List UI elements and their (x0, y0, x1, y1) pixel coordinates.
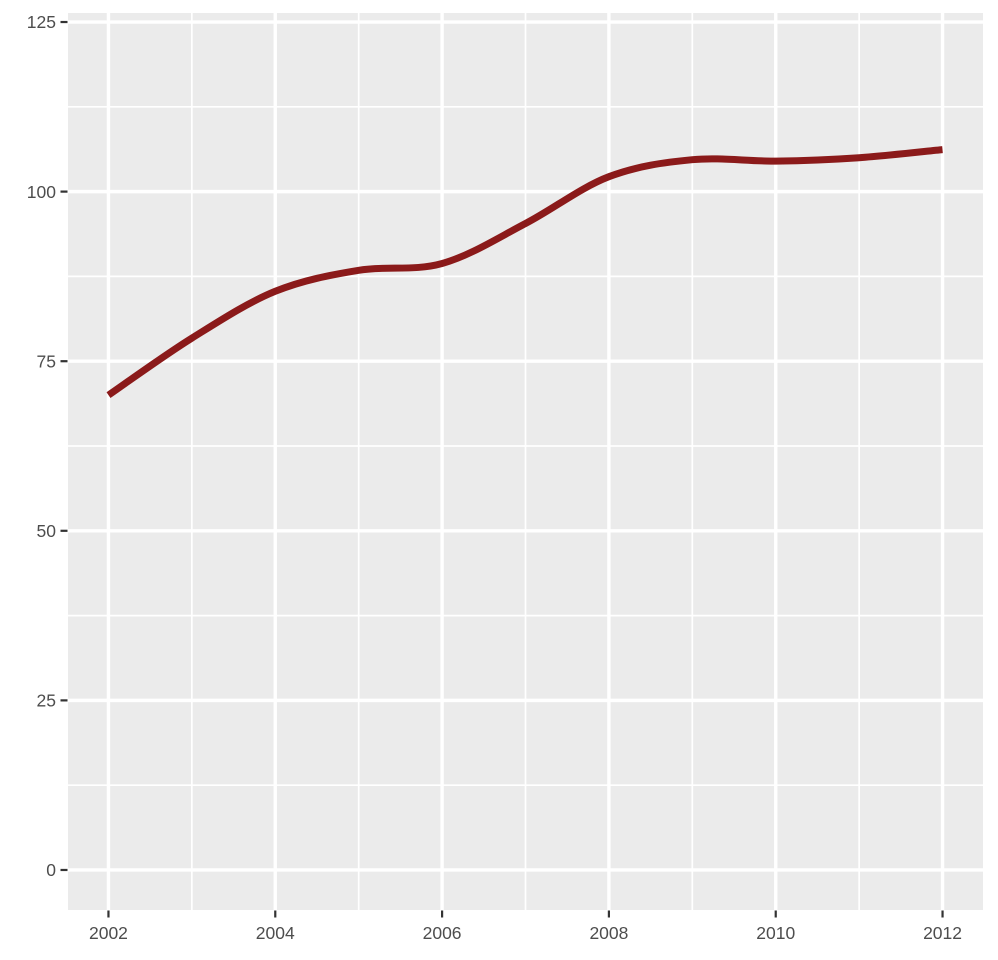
x-tick-label: 2010 (756, 923, 795, 943)
x-tick-label: 2006 (423, 923, 462, 943)
x-tick-label: 2002 (89, 923, 128, 943)
x-tick-label: 2008 (589, 923, 628, 943)
y-tick-label: 0 (46, 860, 56, 880)
grid-minor (68, 13, 983, 910)
x-axis-labels: 2002 2004 2006 2008 2010 2012 (89, 923, 962, 943)
y-tick-label: 75 (37, 351, 56, 371)
y-tick-label: 25 (37, 691, 56, 711)
x-tick-label: 2004 (256, 923, 295, 943)
x-tick-label: 2012 (923, 923, 962, 943)
y-tick-label: 125 (27, 12, 56, 32)
y-tick-label: 100 (27, 182, 56, 202)
axis-ticks (60, 20, 944, 918)
trend-line (106, 146, 943, 398)
y-axis-labels: 0 25 50 75 100 125 (27, 12, 56, 880)
y-tick-label: 50 (37, 521, 57, 541)
